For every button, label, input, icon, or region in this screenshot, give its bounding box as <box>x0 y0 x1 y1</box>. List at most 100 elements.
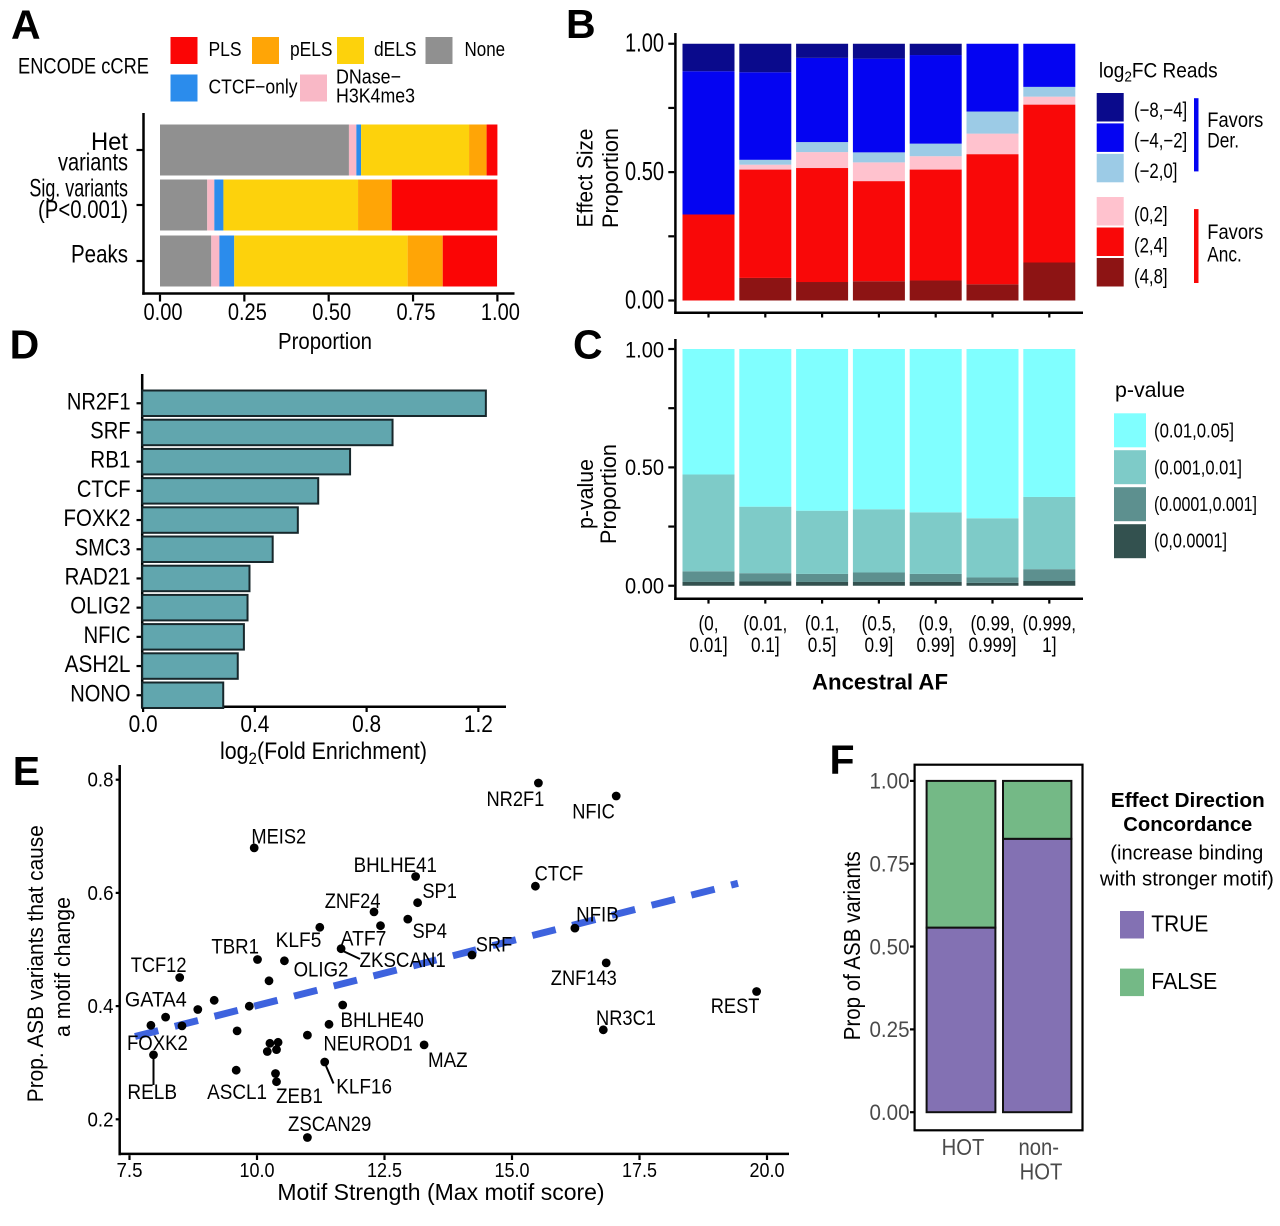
svg-text:0.6: 0.6 <box>88 882 114 905</box>
svg-text:ATF7: ATF7 <box>341 926 387 950</box>
svg-text:(0.001,0.01]: (0.001,0.01] <box>1154 458 1242 480</box>
svg-text:NR2F1: NR2F1 <box>486 787 544 811</box>
svg-text:0.4: 0.4 <box>240 711 269 738</box>
svg-text:(4,8]: (4,8] <box>1134 266 1168 289</box>
svg-text:HOT: HOT <box>942 1134 985 1160</box>
svg-text:(0.99,: (0.99, <box>971 613 1015 636</box>
svg-text:0.0: 0.0 <box>129 711 158 738</box>
svg-text:SMC3: SMC3 <box>75 534 131 561</box>
svg-text:H3K4me3: H3K4me3 <box>336 86 415 108</box>
svg-text:a motif change: a motif change <box>50 897 75 1037</box>
svg-text:ASH2L: ASH2L <box>65 651 131 678</box>
svg-text:(0.01,: (0.01, <box>743 613 787 636</box>
svg-text:17.5: 17.5 <box>622 1159 657 1182</box>
svg-text:(0,0.0001]: (0,0.0001] <box>1154 531 1227 553</box>
svg-text:(P<0.001): (P<0.001) <box>38 196 128 224</box>
svg-text:0.25: 0.25 <box>228 299 267 326</box>
svg-text:0.00: 0.00 <box>144 299 183 326</box>
svg-text:Ancestral AF: Ancestral AF <box>812 670 948 695</box>
svg-text:MEIS2: MEIS2 <box>251 825 306 849</box>
svg-text:0.8: 0.8 <box>88 769 114 792</box>
svg-text:(increase binding: (increase binding <box>1110 842 1263 864</box>
svg-text:1.00: 1.00 <box>870 769 910 794</box>
svg-text:Sig. variants: Sig. variants <box>29 175 128 203</box>
svg-text:(2,4]: (2,4] <box>1134 235 1168 258</box>
svg-text:0.75: 0.75 <box>397 299 436 326</box>
svg-text:0.50: 0.50 <box>625 455 664 480</box>
svg-text:ASCL1: ASCL1 <box>207 1080 267 1104</box>
svg-text:BHLHE40: BHLHE40 <box>341 1008 424 1032</box>
svg-text:F: F <box>830 737 855 783</box>
svg-text:B: B <box>566 1 596 47</box>
svg-text:NEUROD1: NEUROD1 <box>324 1031 413 1055</box>
svg-text:ENCODE cCRE: ENCODE cCRE <box>18 54 149 79</box>
svg-text:FOXK2: FOXK2 <box>127 1031 188 1055</box>
svg-text:0.01]: 0.01] <box>689 634 727 657</box>
svg-text:0.00: 0.00 <box>870 1100 910 1125</box>
svg-text:Effect Direction: Effect Direction <box>1111 790 1265 812</box>
svg-text:CTCF−only: CTCF−only <box>209 77 298 99</box>
svg-text:(−4,−2]: (−4,−2] <box>1134 129 1187 152</box>
svg-text:ZKSCAN1: ZKSCAN1 <box>360 948 446 972</box>
svg-text:MAZ: MAZ <box>428 1048 468 1072</box>
svg-text:0.99]: 0.99] <box>917 634 955 657</box>
svg-text:Motif Strength (Max motif scor: Motif Strength (Max motif score) <box>277 1179 604 1205</box>
svg-text:PLS: PLS <box>209 39 242 61</box>
svg-text:1.00: 1.00 <box>625 338 664 363</box>
svg-text:Prop. ASB variants that cause: Prop. ASB variants that cause <box>23 825 48 1102</box>
svg-text:NFIC: NFIC <box>84 622 131 649</box>
svg-text:FOXK2: FOXK2 <box>64 505 131 532</box>
svg-text:NR2F1: NR2F1 <box>67 388 131 415</box>
svg-text:SRF: SRF <box>476 933 513 957</box>
svg-text:Het: Het <box>91 128 128 156</box>
svg-text:NR3C1: NR3C1 <box>596 1006 656 1030</box>
svg-text:RB1: RB1 <box>90 447 130 474</box>
svg-text:(−2,0]: (−2,0] <box>1134 160 1177 183</box>
svg-text:0.1]: 0.1] <box>751 634 780 657</box>
svg-text:(0.5,: (0.5, <box>862 613 897 636</box>
svg-text:0.00: 0.00 <box>625 284 664 314</box>
svg-text:ZEB1: ZEB1 <box>276 1084 323 1108</box>
svg-text:None: None <box>465 39 506 61</box>
svg-text:D: D <box>10 322 40 368</box>
svg-text:Prop of ASB variants: Prop of ASB variants <box>839 851 865 1040</box>
svg-text:C: C <box>573 322 603 368</box>
svg-text:Effect Size: Effect Size <box>573 129 598 228</box>
svg-text:non-: non- <box>1018 1134 1059 1160</box>
svg-text:(0.0001,0.001]: (0.0001,0.001] <box>1154 494 1257 516</box>
svg-text:with stronger motif): with stronger motif) <box>1099 869 1274 891</box>
svg-text:0.2: 0.2 <box>88 1108 114 1131</box>
svg-text:KLF5: KLF5 <box>276 928 322 952</box>
svg-text:0.999]: 0.999] <box>969 634 1017 657</box>
svg-text:0.50: 0.50 <box>625 156 664 186</box>
svg-text:0.75: 0.75 <box>870 852 910 877</box>
svg-text:pELS: pELS <box>290 39 333 61</box>
svg-text:OLIG2: OLIG2 <box>70 593 130 620</box>
svg-text:0.8: 0.8 <box>352 711 381 738</box>
svg-text:CTCF: CTCF <box>535 861 584 885</box>
svg-text:ZNF24: ZNF24 <box>325 889 381 913</box>
svg-text:HOT: HOT <box>1020 1159 1063 1185</box>
svg-text:Proportion: Proportion <box>596 444 621 544</box>
svg-text:FALSE: FALSE <box>1151 968 1217 994</box>
svg-text:TCF12: TCF12 <box>131 953 187 977</box>
svg-text:(0,2]: (0,2] <box>1134 203 1168 226</box>
svg-text:0.50: 0.50 <box>870 934 910 959</box>
svg-text:SRF: SRF <box>90 417 130 444</box>
svg-text:log2FC Reads: log2FC Reads <box>1099 60 1218 86</box>
svg-text:0.25: 0.25 <box>870 1017 910 1042</box>
svg-text:GATA4: GATA4 <box>125 987 187 1011</box>
svg-text:NFIB: NFIB <box>576 903 619 927</box>
svg-text:E: E <box>13 748 40 794</box>
svg-text:20.0: 20.0 <box>750 1159 785 1182</box>
svg-text:RAD21: RAD21 <box>65 563 131 590</box>
svg-text:10.0: 10.0 <box>240 1159 275 1182</box>
svg-text:(0,: (0, <box>698 613 718 636</box>
svg-text:(0.999,: (0.999, <box>1023 613 1077 636</box>
svg-text:DNase−: DNase− <box>336 67 401 89</box>
svg-text:ZSCAN29: ZSCAN29 <box>288 1112 371 1136</box>
svg-text:TRUE: TRUE <box>1151 910 1208 936</box>
svg-text:0.4: 0.4 <box>88 995 114 1018</box>
svg-text:Favors: Favors <box>1207 221 1263 244</box>
svg-text:SP1: SP1 <box>422 879 457 903</box>
